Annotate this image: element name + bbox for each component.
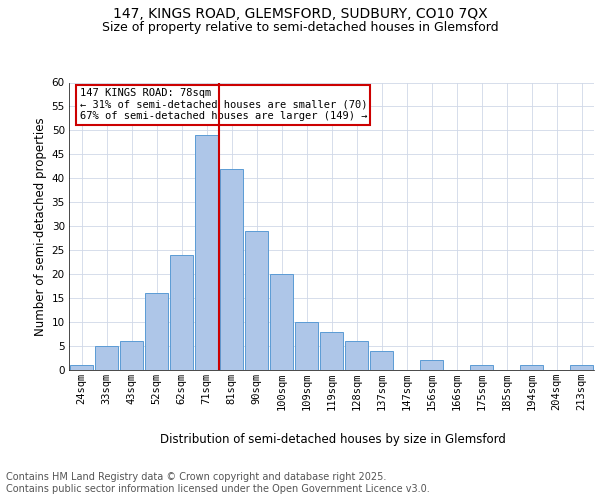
Bar [195,135,218,370]
Text: 147, KINGS ROAD, GLEMSFORD, SUDBURY, CO10 7QX: 147, KINGS ROAD, GLEMSFORD, SUDBURY, CO1… [113,8,487,22]
Text: Size of property relative to semi-detached houses in Glemsford: Size of property relative to semi-detach… [101,21,499,34]
Bar [145,294,168,370]
Bar [345,341,368,370]
Y-axis label: Number of semi-detached properties: Number of semi-detached properties [34,117,47,336]
Text: Contains public sector information licensed under the Open Government Licence v3: Contains public sector information licen… [6,484,430,494]
Bar [420,360,443,370]
Bar [270,274,293,370]
Bar [295,322,318,370]
Bar [520,365,543,370]
Bar [245,231,268,370]
Bar [120,341,143,370]
Bar [320,332,343,370]
Text: Distribution of semi-detached houses by size in Glemsford: Distribution of semi-detached houses by … [160,432,506,446]
Bar [95,346,118,370]
Bar [370,351,393,370]
Text: Contains HM Land Registry data © Crown copyright and database right 2025.: Contains HM Land Registry data © Crown c… [6,472,386,482]
Bar [470,365,493,370]
Bar [220,169,243,370]
Bar [70,365,93,370]
Bar [570,365,593,370]
Text: 147 KINGS ROAD: 78sqm
← 31% of semi-detached houses are smaller (70)
67% of semi: 147 KINGS ROAD: 78sqm ← 31% of semi-deta… [79,88,367,122]
Bar [170,255,193,370]
